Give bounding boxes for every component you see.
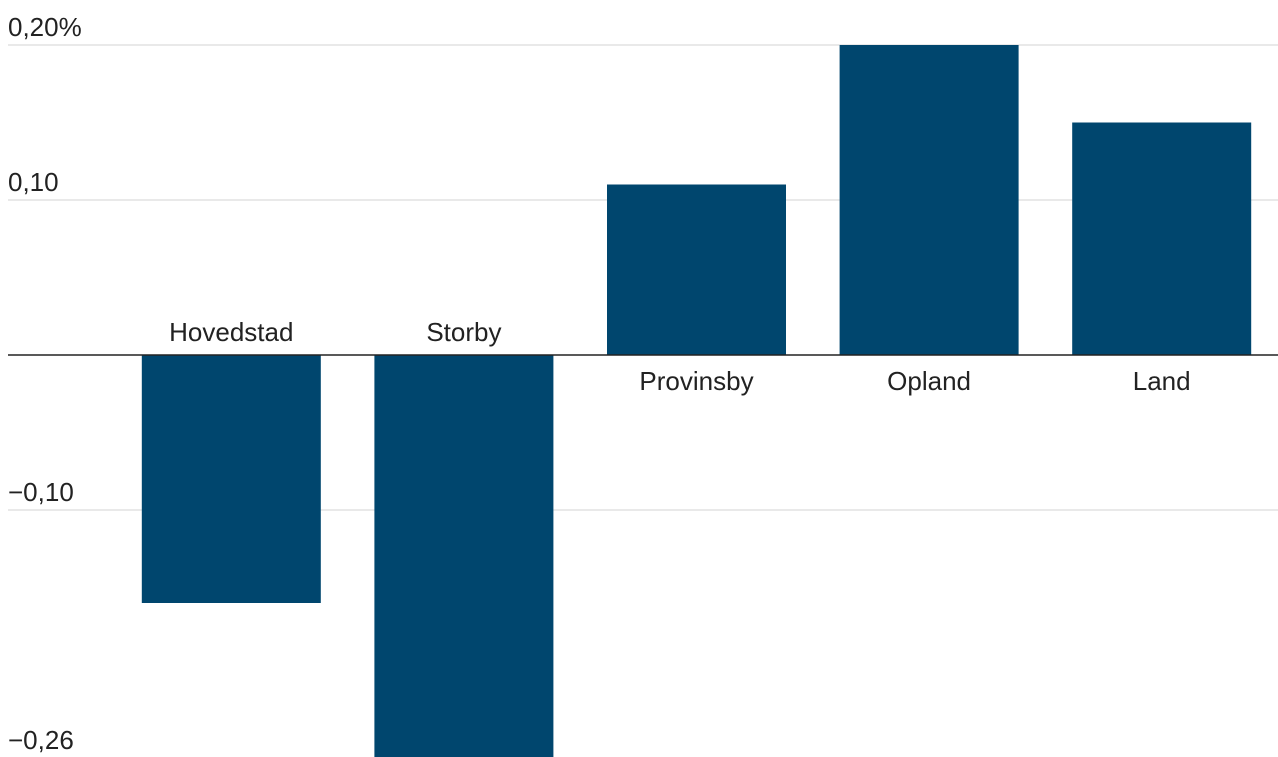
category-label-storby: Storby <box>426 317 501 347</box>
bar-storby <box>374 355 554 757</box>
bar-land <box>1072 122 1252 355</box>
y-tick-label: 0,10 <box>8 167 59 197</box>
bars <box>141 45 1252 757</box>
category-label-land: Land <box>1133 366 1191 396</box>
y-tick-label: 0,20% <box>8 12 82 42</box>
category-labels: Hovedstad Storby Provinsby Opland Land <box>169 317 1190 396</box>
y-tick-label: −0,26 <box>8 725 74 755</box>
category-label-hovedstad: Hovedstad <box>169 317 293 347</box>
bar-opland <box>839 45 1019 355</box>
bar-provinsby <box>607 184 786 355</box>
category-label-provinsby: Provinsby <box>639 366 753 396</box>
bar-hovedstad <box>141 355 321 603</box>
y-tick-labels: 0,20% 0,10 −0,10 −0,26 <box>8 12 82 755</box>
category-label-opland: Opland <box>887 366 971 396</box>
y-tick-label: −0,10 <box>8 477 74 507</box>
